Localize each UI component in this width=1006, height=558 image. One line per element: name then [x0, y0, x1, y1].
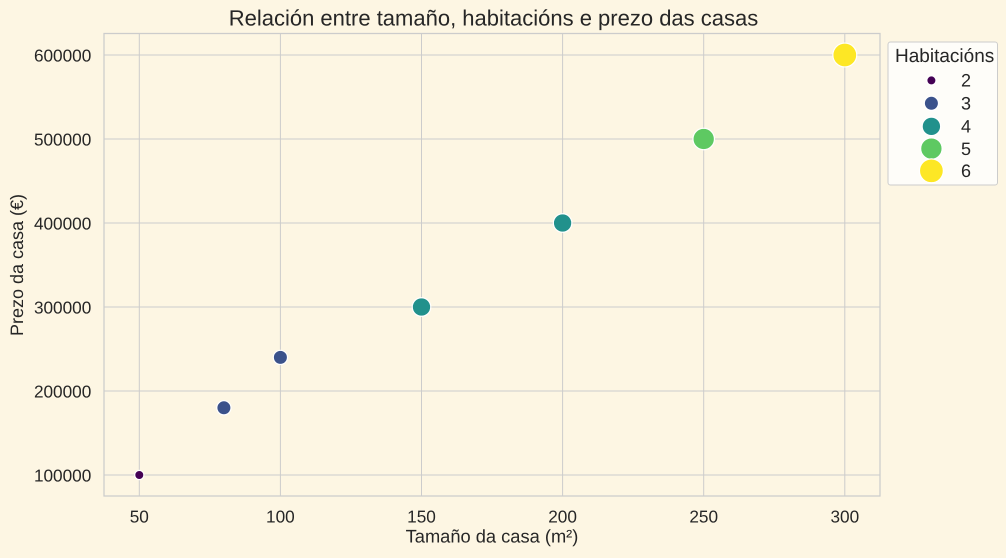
- svg-text:Tamaño da casa (m²): Tamaño da casa (m²): [406, 525, 579, 546]
- svg-text:Habitacións: Habitacións: [895, 46, 994, 67]
- svg-text:Prezo da casa (€): Prezo da casa (€): [7, 194, 27, 336]
- svg-text:300000: 300000: [34, 297, 91, 317]
- svg-text:50: 50: [130, 507, 149, 527]
- svg-text:100: 100: [266, 507, 295, 527]
- svg-text:100000: 100000: [34, 465, 91, 485]
- svg-text:200: 200: [548, 507, 577, 527]
- svg-text:4: 4: [961, 117, 971, 137]
- svg-text:600000: 600000: [34, 45, 91, 65]
- svg-text:3: 3: [961, 94, 971, 114]
- svg-text:5: 5: [961, 139, 971, 159]
- svg-text:300: 300: [830, 507, 859, 527]
- svg-text:Relación entre tamaño, habitac: Relación entre tamaño, habitacións e pre…: [229, 5, 759, 30]
- svg-text:150: 150: [407, 507, 436, 527]
- svg-text:400000: 400000: [34, 213, 91, 233]
- svg-text:200000: 200000: [34, 381, 91, 401]
- svg-text:2: 2: [961, 71, 971, 91]
- svg-text:6: 6: [961, 161, 971, 181]
- svg-text:500000: 500000: [34, 129, 91, 149]
- svg-text:250: 250: [689, 507, 718, 527]
